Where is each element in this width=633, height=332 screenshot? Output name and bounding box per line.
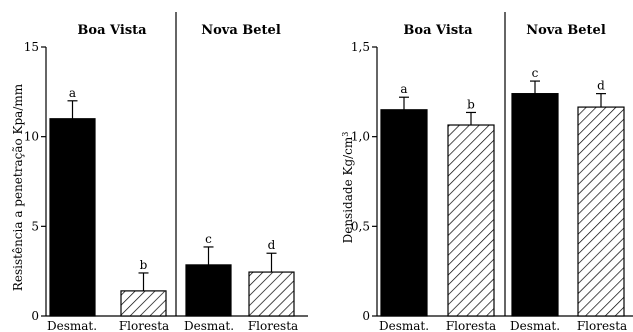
significance-letter: c — [532, 66, 539, 80]
group-label: Nova Betel — [526, 23, 606, 38]
y-tick-label: 0 — [362, 309, 370, 323]
significance-letter: c — [205, 232, 212, 246]
significance-letter: a — [69, 86, 76, 100]
category-label: Desmat. — [47, 319, 97, 332]
bar-solid — [49, 118, 96, 317]
category-label: Floresta — [248, 319, 298, 332]
y-tick-label: 5 — [31, 219, 39, 233]
bar-solid — [511, 93, 559, 317]
group-label: Boa Vista — [77, 23, 147, 38]
category-label: Floresta — [446, 319, 496, 332]
category-label: Desmat. — [379, 319, 429, 332]
significance-letter: d — [268, 238, 276, 252]
category-label: Desmat. — [510, 319, 560, 332]
y-tick-label: 10 — [24, 130, 39, 144]
y-axis-label: Densidade Kg/cm3 — [341, 132, 356, 244]
significance-letter: a — [400, 82, 407, 96]
y-tick-label: 0,5 — [351, 219, 370, 233]
significance-letter: b — [467, 97, 475, 111]
y-tick-label: 1,0 — [351, 130, 370, 144]
bar-solid — [380, 109, 428, 317]
density-chart: 0 0,5 1,0 1,5 Boa Vista Nova Betel a Desmat. b Fl… — [341, 12, 633, 332]
resistance-chart: 0 5 10 15 Boa Vista Nova Betel a Desmat. b Flores… — [11, 12, 308, 332]
y-axis-label-superscript: 3 — [341, 132, 350, 137]
bar-hatched — [577, 106, 625, 317]
group-label: Nova Betel — [201, 23, 281, 38]
bar-hatched — [120, 290, 167, 317]
y-axis-label: Resistência a penetração Kpa/mm — [11, 83, 25, 291]
category-label: Floresta — [119, 319, 169, 332]
y-tick-label: 1,5 — [351, 40, 370, 54]
y-tick-label: 0 — [31, 309, 39, 323]
bar-hatched — [447, 124, 495, 317]
category-label: Desmat. — [184, 319, 234, 332]
bar-hatched — [248, 271, 295, 317]
group-label: Boa Vista — [403, 23, 473, 38]
category-label: Floresta — [577, 319, 627, 332]
y-tick-label: 15 — [24, 40, 39, 54]
bar-solid — [185, 264, 232, 317]
significance-letter: b — [140, 258, 148, 272]
significance-letter: d — [597, 79, 605, 93]
